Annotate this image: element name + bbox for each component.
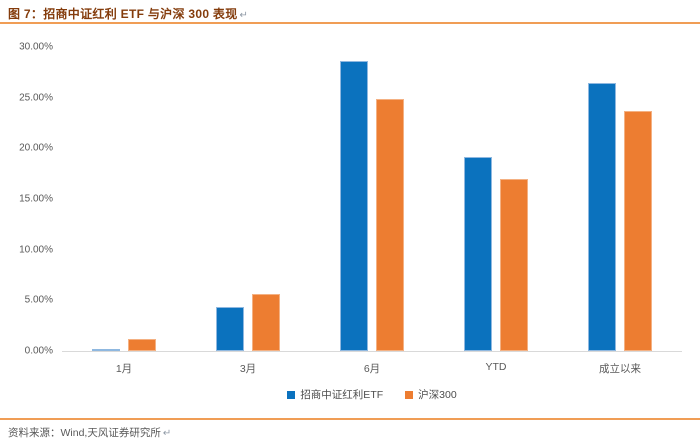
source-note: 资料来源：Wind,天风证券研究所 ↵ [8,425,171,440]
bar-沪深300-YTD [500,178,528,351]
figure-title-text: 图 7：招商中证红利 ETF 与沪深 300 表现 [8,7,238,21]
bar-招商中证红利ETF-成立以来 [588,83,616,351]
plot-area [62,47,682,352]
x-tick-label: 成立以来 [599,363,641,375]
bar-招商中证红利ETF-3月 [216,307,244,351]
legend-swatch-icon [287,390,296,399]
paragraph-mark-icon: ↵ [239,10,249,21]
y-tick-label: 20.00% [19,142,53,154]
y-tick-label: 30.00% [19,41,53,53]
bar-沪深300-3月 [252,294,280,351]
legend-label: 沪深300 [418,389,457,401]
bar-招商中证红利ETF-YTD [464,157,492,351]
source-note-text: 资料来源：Wind,天风证券研究所 [8,427,161,439]
legend-item: 招商中证红利ETF [287,387,383,402]
legend-swatch-icon [405,390,414,399]
bar-沪深300-成立以来 [624,110,652,351]
y-tick-label: 25.00% [19,92,53,104]
figure-title: 图 7：招商中证红利 ETF 与沪深 300 表现 ↵ [8,5,248,22]
y-tick-label: 15.00% [19,193,53,205]
y-tick-label: 0.00% [24,345,53,357]
paragraph-mark-icon: ↵ [162,428,172,439]
title-divider [0,22,700,24]
bar-招商中证红利ETF-6月 [340,61,368,351]
y-tick-label: 5.00% [24,294,53,306]
legend: 招商中证红利ETF 沪深300 [62,387,682,402]
footer-divider [0,418,700,420]
y-tick-label: 10.00% [19,244,53,256]
legend-item: 沪深300 [405,387,457,402]
bar-沪深300-6月 [376,98,404,351]
bar-招商中证红利ETF-1月 [92,349,120,351]
x-tick-label: YTD [485,361,507,373]
bar-沪深300-1月 [128,338,156,351]
legend-label: 招商中证红利ETF [300,389,384,401]
x-tick-label: 6月 [363,363,381,375]
x-tick-label: 3月 [239,363,257,375]
x-tick-label: 1月 [115,363,133,375]
